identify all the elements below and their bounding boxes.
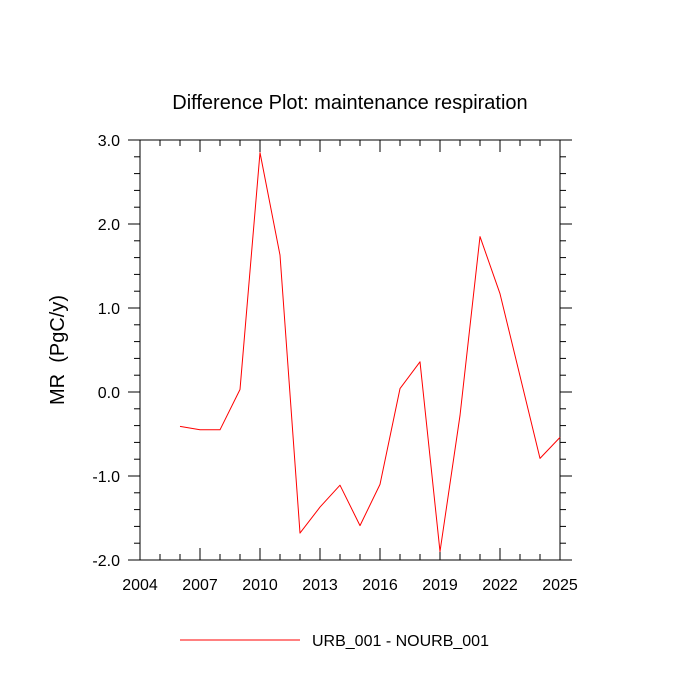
y-tick-label: -2.0 bbox=[92, 553, 120, 570]
legend: URB_001 - NOURB_001 bbox=[180, 633, 489, 650]
x-tick-label: 2016 bbox=[362, 577, 398, 594]
chart-title: Difference Plot: maintenance respiration bbox=[172, 92, 527, 114]
y-tick-label: 3.0 bbox=[98, 133, 120, 150]
x-tick-label: 2025 bbox=[542, 577, 578, 594]
x-tick-label: 2007 bbox=[182, 577, 218, 594]
y-tick-label: 1.0 bbox=[98, 301, 120, 318]
axis-tick-labels: 2004 2007 2010 2013 2016 2019 2022 2025 -2.0 -1.0… bbox=[92, 133, 577, 594]
plot-frame bbox=[139, 139, 561, 561]
x-tick-label: 2010 bbox=[242, 577, 278, 594]
y-tick-label: -1.0 bbox=[92, 469, 120, 486]
series-line bbox=[179, 152, 561, 553]
y-tick-label: 2.0 bbox=[98, 217, 120, 234]
axis-ticks bbox=[128, 139, 572, 561]
x-tick-label: 2004 bbox=[122, 577, 158, 594]
x-tick-label: 2022 bbox=[482, 577, 518, 594]
y-axis-label: MR (PgC/y) bbox=[47, 295, 69, 405]
y-tick-label: 0.0 bbox=[98, 385, 120, 402]
data-series bbox=[179, 152, 561, 553]
x-tick-label: 2019 bbox=[422, 577, 458, 594]
legend-label: URB_001 - NOURB_001 bbox=[312, 633, 489, 650]
x-tick-label: 2013 bbox=[302, 577, 338, 594]
